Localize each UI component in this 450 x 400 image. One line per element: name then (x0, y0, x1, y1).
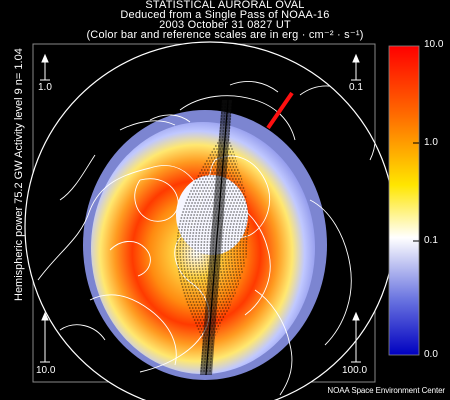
colorbar-tick-1: 1.0 (424, 137, 438, 148)
scale-label-bottom-left: 10.0 (36, 365, 56, 376)
colorbar-tick-0-1: 0.1 (424, 235, 438, 246)
colorbar-tick-10: 10.0 (424, 39, 444, 50)
reference-arrow-icon (40, 53, 361, 363)
scale-label-bottom-right: 100.0 (342, 365, 368, 376)
colorbar (388, 45, 420, 356)
colorbar-ticks (413, 142, 419, 242)
scale-label-top-left: 1.0 (38, 82, 52, 93)
colorbar-tick-0: 0.0 (424, 349, 438, 360)
sun-direction-icon (266, 91, 294, 130)
satellite-swath (176, 99, 250, 376)
title-line-1: STATISTICAL AURORAL OVAL (145, 0, 305, 11)
title-line-4: (Color bar and reference scales are in e… (86, 29, 364, 41)
title-line-3: 2003 October 31 0827 UT (159, 19, 291, 31)
hemispheric-power-label: Hemispheric power 75.2 GW Activity level… (13, 48, 25, 301)
title-line-2: Deduced from a Single Pass of NOAA-16 (120, 9, 330, 21)
title-block: STATISTICAL AURORAL OVAL Deduced from a … (0, 0, 450, 41)
footer-credit: NOAA Space Environment Center (327, 386, 445, 395)
scale-label-top-right: 0.1 (349, 82, 363, 93)
